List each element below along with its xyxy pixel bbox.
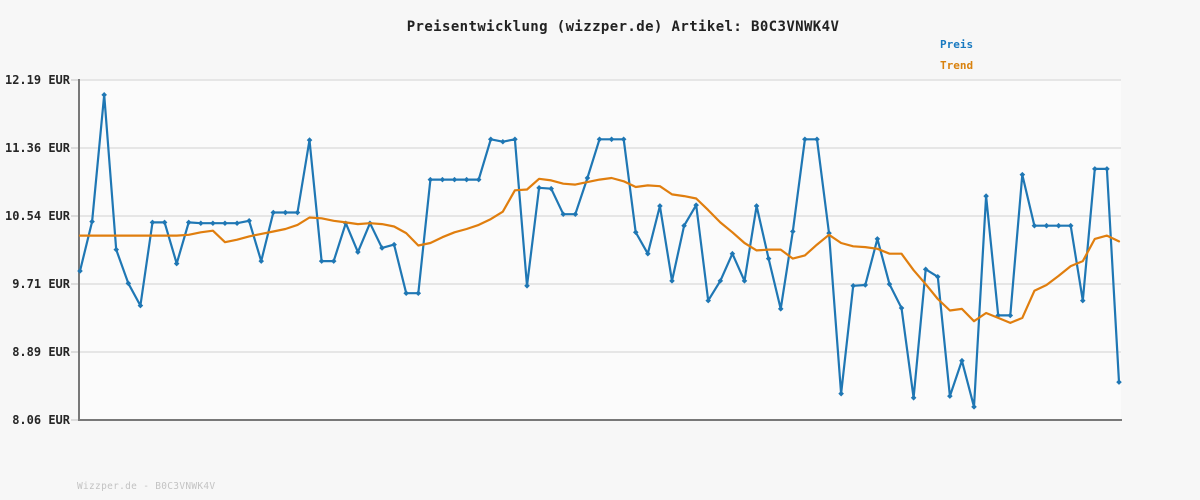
chart-legend: Preis Trend: [940, 38, 973, 80]
y-axis-tick: [71, 79, 79, 81]
y-axis-tick: [71, 214, 79, 217]
series-markers-preis: [77, 92, 1122, 410]
y-axis-tick: [71, 419, 79, 421]
gridline: [79, 79, 1121, 81]
y-tick-label: 11.36 EUR: [4, 141, 70, 156]
y-tick-label: 8.06 EUR: [12, 413, 70, 427]
x-axis-line: [78, 419, 1122, 421]
watermark-text: Wizzper.de - B0C3VNWK4V: [77, 481, 216, 492]
y-axis-tick: [71, 147, 79, 150]
series-line-trend: [78, 176, 1121, 324]
y-tick-label: 8.89 EUR: [12, 344, 70, 359]
y-axis-tick: [71, 350, 79, 353]
y-axis-tick: [71, 283, 79, 286]
y-tick-label: 9.71 EUR: [12, 277, 70, 292]
gridline: [79, 283, 1121, 286]
chart-title: Preisentwicklung (wizzper.de) Artikel: B…: [406, 19, 840, 35]
gridline: [79, 214, 1121, 217]
y-tick-label: 10.54 EUR: [4, 208, 70, 223]
y-axis-line: [78, 79, 80, 421]
legend-item-trend: Trend: [940, 59, 974, 72]
gridline: [79, 350, 1121, 353]
y-tick-label: 12.19 EUR: [4, 73, 70, 87]
gridline: [79, 147, 1121, 150]
legend-item-preis: Preis: [940, 38, 974, 51]
